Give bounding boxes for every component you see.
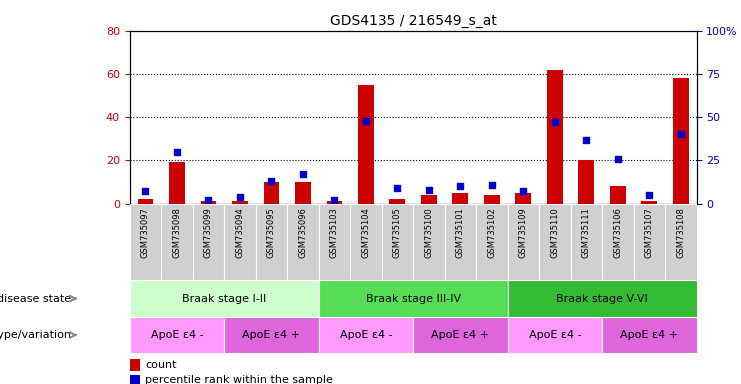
Point (580, 137, 592, 143)
Bar (295, 182, 310, 204)
Text: GSM735097: GSM735097 (141, 207, 150, 258)
Bar (232, 201, 247, 204)
Text: ApoE ε4 +: ApoE ε4 + (242, 330, 300, 340)
Bar (642, 201, 657, 204)
Text: Braak stage I-II: Braak stage I-II (182, 293, 266, 304)
Bar (161, 204, 193, 280)
Bar (138, 199, 153, 204)
Text: ApoE ε4 +: ApoE ε4 + (431, 330, 489, 340)
Bar (516, 193, 531, 204)
Point (171, 149, 183, 155)
Bar (193, 204, 224, 280)
Bar (327, 201, 342, 204)
Point (675, 131, 687, 137)
Text: GSM735107: GSM735107 (645, 207, 654, 258)
Text: ApoE ε4 +: ApoE ε4 + (620, 330, 678, 340)
Bar (508, 204, 539, 280)
Bar (547, 70, 562, 204)
Text: GSM735110: GSM735110 (551, 207, 559, 258)
Text: GSM735106: GSM735106 (614, 207, 622, 258)
Bar (484, 195, 499, 204)
Bar (508, 280, 697, 317)
Text: genotype/variation: genotype/variation (0, 330, 71, 340)
Text: GSM735108: GSM735108 (677, 207, 685, 258)
Point (234, 194, 246, 200)
Bar (130, 280, 319, 317)
Bar (319, 280, 508, 317)
Text: GSM735102: GSM735102 (488, 207, 496, 258)
Bar (445, 204, 476, 280)
Bar (350, 204, 382, 280)
Bar (256, 204, 287, 280)
Bar (287, 204, 319, 280)
Bar (539, 204, 571, 280)
Bar (665, 204, 697, 280)
Point (139, 189, 151, 195)
Point (328, 197, 340, 203)
Text: GSM735101: GSM735101 (456, 207, 465, 258)
Point (643, 192, 655, 198)
Bar (382, 204, 413, 280)
Text: GSM735104: GSM735104 (362, 207, 370, 258)
Point (517, 189, 529, 195)
Bar (571, 204, 602, 280)
Bar (413, 317, 508, 353)
Point (612, 156, 624, 162)
Point (265, 178, 277, 184)
Text: disease state: disease state (0, 293, 71, 304)
Text: ApoE ε4 -: ApoE ε4 - (150, 330, 203, 340)
Text: percentile rank within the sample: percentile rank within the sample (145, 376, 333, 384)
Text: GSM735095: GSM735095 (267, 207, 276, 258)
Bar (476, 204, 508, 280)
Point (549, 119, 561, 125)
Point (202, 197, 214, 203)
Bar (358, 85, 373, 204)
Bar (130, 375, 140, 384)
Text: GSM735111: GSM735111 (582, 207, 591, 258)
Bar (508, 317, 602, 353)
Point (423, 187, 435, 193)
Bar (421, 195, 436, 204)
Bar (169, 162, 185, 204)
Bar (602, 317, 697, 353)
Point (360, 118, 372, 124)
Bar (224, 317, 319, 353)
Bar (413, 204, 445, 280)
Bar (579, 161, 594, 204)
Text: GSM735094: GSM735094 (236, 207, 245, 258)
Bar (224, 204, 256, 280)
Title: GDS4135 / 216549_s_at: GDS4135 / 216549_s_at (330, 14, 496, 28)
Text: GSM735103: GSM735103 (330, 207, 339, 258)
Bar (130, 359, 140, 371)
Text: GSM735109: GSM735109 (519, 207, 528, 258)
Text: GSM735096: GSM735096 (299, 207, 308, 258)
Text: GSM735100: GSM735100 (425, 207, 433, 258)
Bar (610, 186, 625, 204)
Text: ApoE ε4 -: ApoE ε4 - (528, 330, 581, 340)
Point (391, 185, 403, 191)
Bar (264, 182, 279, 204)
Bar (634, 204, 665, 280)
Text: Braak stage III-IV: Braak stage III-IV (365, 293, 461, 304)
Point (486, 182, 498, 188)
Bar (319, 204, 350, 280)
Text: GSM735099: GSM735099 (204, 207, 213, 258)
Bar (130, 204, 161, 280)
Text: count: count (145, 360, 177, 370)
Point (454, 183, 466, 189)
Bar (390, 199, 405, 204)
Bar (319, 317, 413, 353)
Bar (201, 201, 216, 204)
Text: GSM735098: GSM735098 (173, 207, 182, 258)
Text: Braak stage V-VI: Braak stage V-VI (556, 293, 648, 304)
Bar (602, 204, 634, 280)
Bar (130, 317, 224, 353)
Bar (673, 78, 688, 204)
Text: GSM735105: GSM735105 (393, 207, 402, 258)
Bar (453, 193, 468, 204)
Point (297, 171, 309, 177)
Text: ApoE ε4 -: ApoE ε4 - (339, 330, 392, 340)
